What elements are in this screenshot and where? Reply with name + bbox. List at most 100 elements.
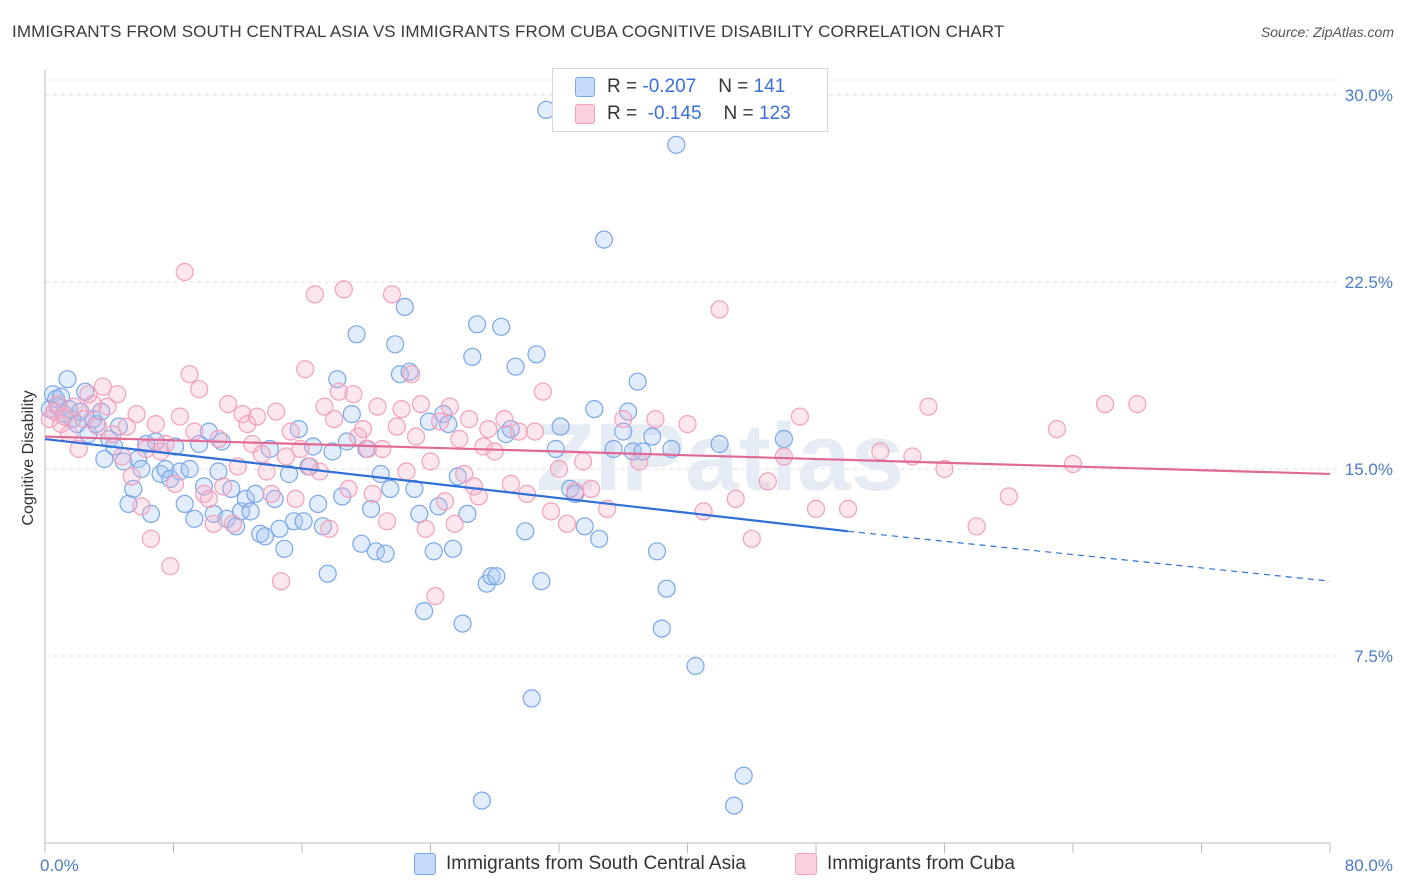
data-point — [406, 427, 426, 446]
data-point — [223, 514, 242, 533]
trend-line — [44, 437, 849, 533]
data-point — [501, 474, 520, 493]
data-point — [575, 517, 594, 536]
data-point — [353, 420, 373, 439]
data-point — [58, 370, 77, 389]
data-point — [112, 447, 132, 466]
data-point — [190, 380, 209, 399]
data-point — [318, 564, 337, 583]
data-point — [98, 397, 117, 416]
data-point — [180, 459, 199, 479]
data-point — [180, 365, 199, 384]
data-point — [678, 415, 697, 434]
data-point — [251, 524, 270, 543]
data-point — [774, 429, 794, 449]
data-point — [117, 417, 137, 436]
blue-swatch-icon — [414, 853, 436, 875]
data-point — [416, 519, 435, 538]
data-point — [533, 382, 553, 401]
watermark: ZIPatlas — [536, 404, 904, 511]
data-point — [871, 442, 890, 461]
data-point — [646, 410, 665, 429]
legend-item-south-central-asia[interactable]: Immigrants from South Central Asia — [414, 851, 746, 877]
data-point — [468, 315, 487, 334]
data-point — [458, 504, 477, 524]
data-point — [506, 357, 525, 376]
data-point — [549, 459, 569, 479]
data-point — [256, 527, 275, 546]
data-point — [463, 347, 482, 366]
data-point — [710, 300, 729, 319]
data-point — [546, 439, 565, 459]
blue-swatch-icon — [575, 77, 595, 97]
data-point — [443, 539, 463, 558]
data-point — [614, 422, 633, 441]
data-point — [421, 452, 440, 471]
data-point — [161, 557, 180, 576]
axes — [44, 70, 1331, 853]
data-point — [315, 397, 334, 416]
data-point — [329, 382, 348, 401]
data-point — [156, 434, 175, 454]
legend-label: Immigrants from South Central Asia — [446, 853, 746, 874]
data-point — [296, 360, 315, 379]
data-point — [581, 479, 601, 498]
data-point — [487, 567, 506, 586]
data-point — [262, 484, 281, 503]
n-label: N = — [723, 103, 754, 124]
data-point — [415, 601, 434, 621]
x-tick-label: 0.0% — [40, 856, 79, 875]
n-value: 141 — [753, 76, 786, 97]
data-point — [445, 514, 464, 533]
data-point — [431, 412, 450, 431]
data-point — [294, 512, 313, 531]
data-point — [710, 434, 729, 454]
y-tick-label: 7.5% — [1354, 647, 1393, 666]
data-point — [485, 442, 504, 461]
data-point — [166, 474, 185, 493]
data-point — [734, 766, 753, 785]
data-point — [305, 285, 324, 304]
data-point — [320, 519, 339, 538]
data-point — [402, 365, 421, 384]
data-point — [838, 499, 858, 518]
data-point — [999, 487, 1018, 506]
data-point — [382, 285, 402, 304]
data-point — [1128, 395, 1147, 414]
data-point — [387, 417, 406, 436]
data-point — [630, 452, 649, 471]
data-point — [623, 442, 643, 461]
data-point — [270, 519, 289, 538]
data-point — [561, 479, 580, 498]
x-tick-label: 80.0% — [1345, 856, 1393, 875]
data-point — [594, 230, 614, 249]
data-point — [127, 405, 146, 424]
data-point — [1095, 395, 1115, 414]
data-point — [381, 479, 400, 498]
data-point — [204, 514, 223, 533]
data-point — [247, 407, 267, 426]
r-value: -0.145 — [647, 103, 702, 124]
data-point — [453, 614, 472, 633]
data-point — [275, 539, 294, 558]
data-point — [392, 400, 411, 419]
pink-swatch-icon — [575, 104, 595, 124]
y-tick-label: 22.5% — [1345, 273, 1393, 292]
data-point — [84, 395, 103, 414]
source-label: Source: ZipAtlas.com — [1260, 24, 1394, 40]
legend-item-cuba[interactable]: Immigrants from Cuba — [795, 851, 1015, 877]
data-point — [281, 422, 300, 441]
data-point — [628, 372, 647, 391]
data-point — [472, 791, 491, 810]
r-value: -0.207 — [642, 76, 697, 97]
data-point — [573, 452, 593, 471]
data-point — [395, 297, 414, 316]
data-point — [342, 405, 361, 424]
data-point — [170, 407, 189, 426]
data-point — [495, 410, 514, 429]
data-point — [525, 422, 545, 441]
data-point — [742, 529, 761, 548]
r-label: R = — [607, 76, 638, 97]
data-point — [479, 420, 498, 439]
